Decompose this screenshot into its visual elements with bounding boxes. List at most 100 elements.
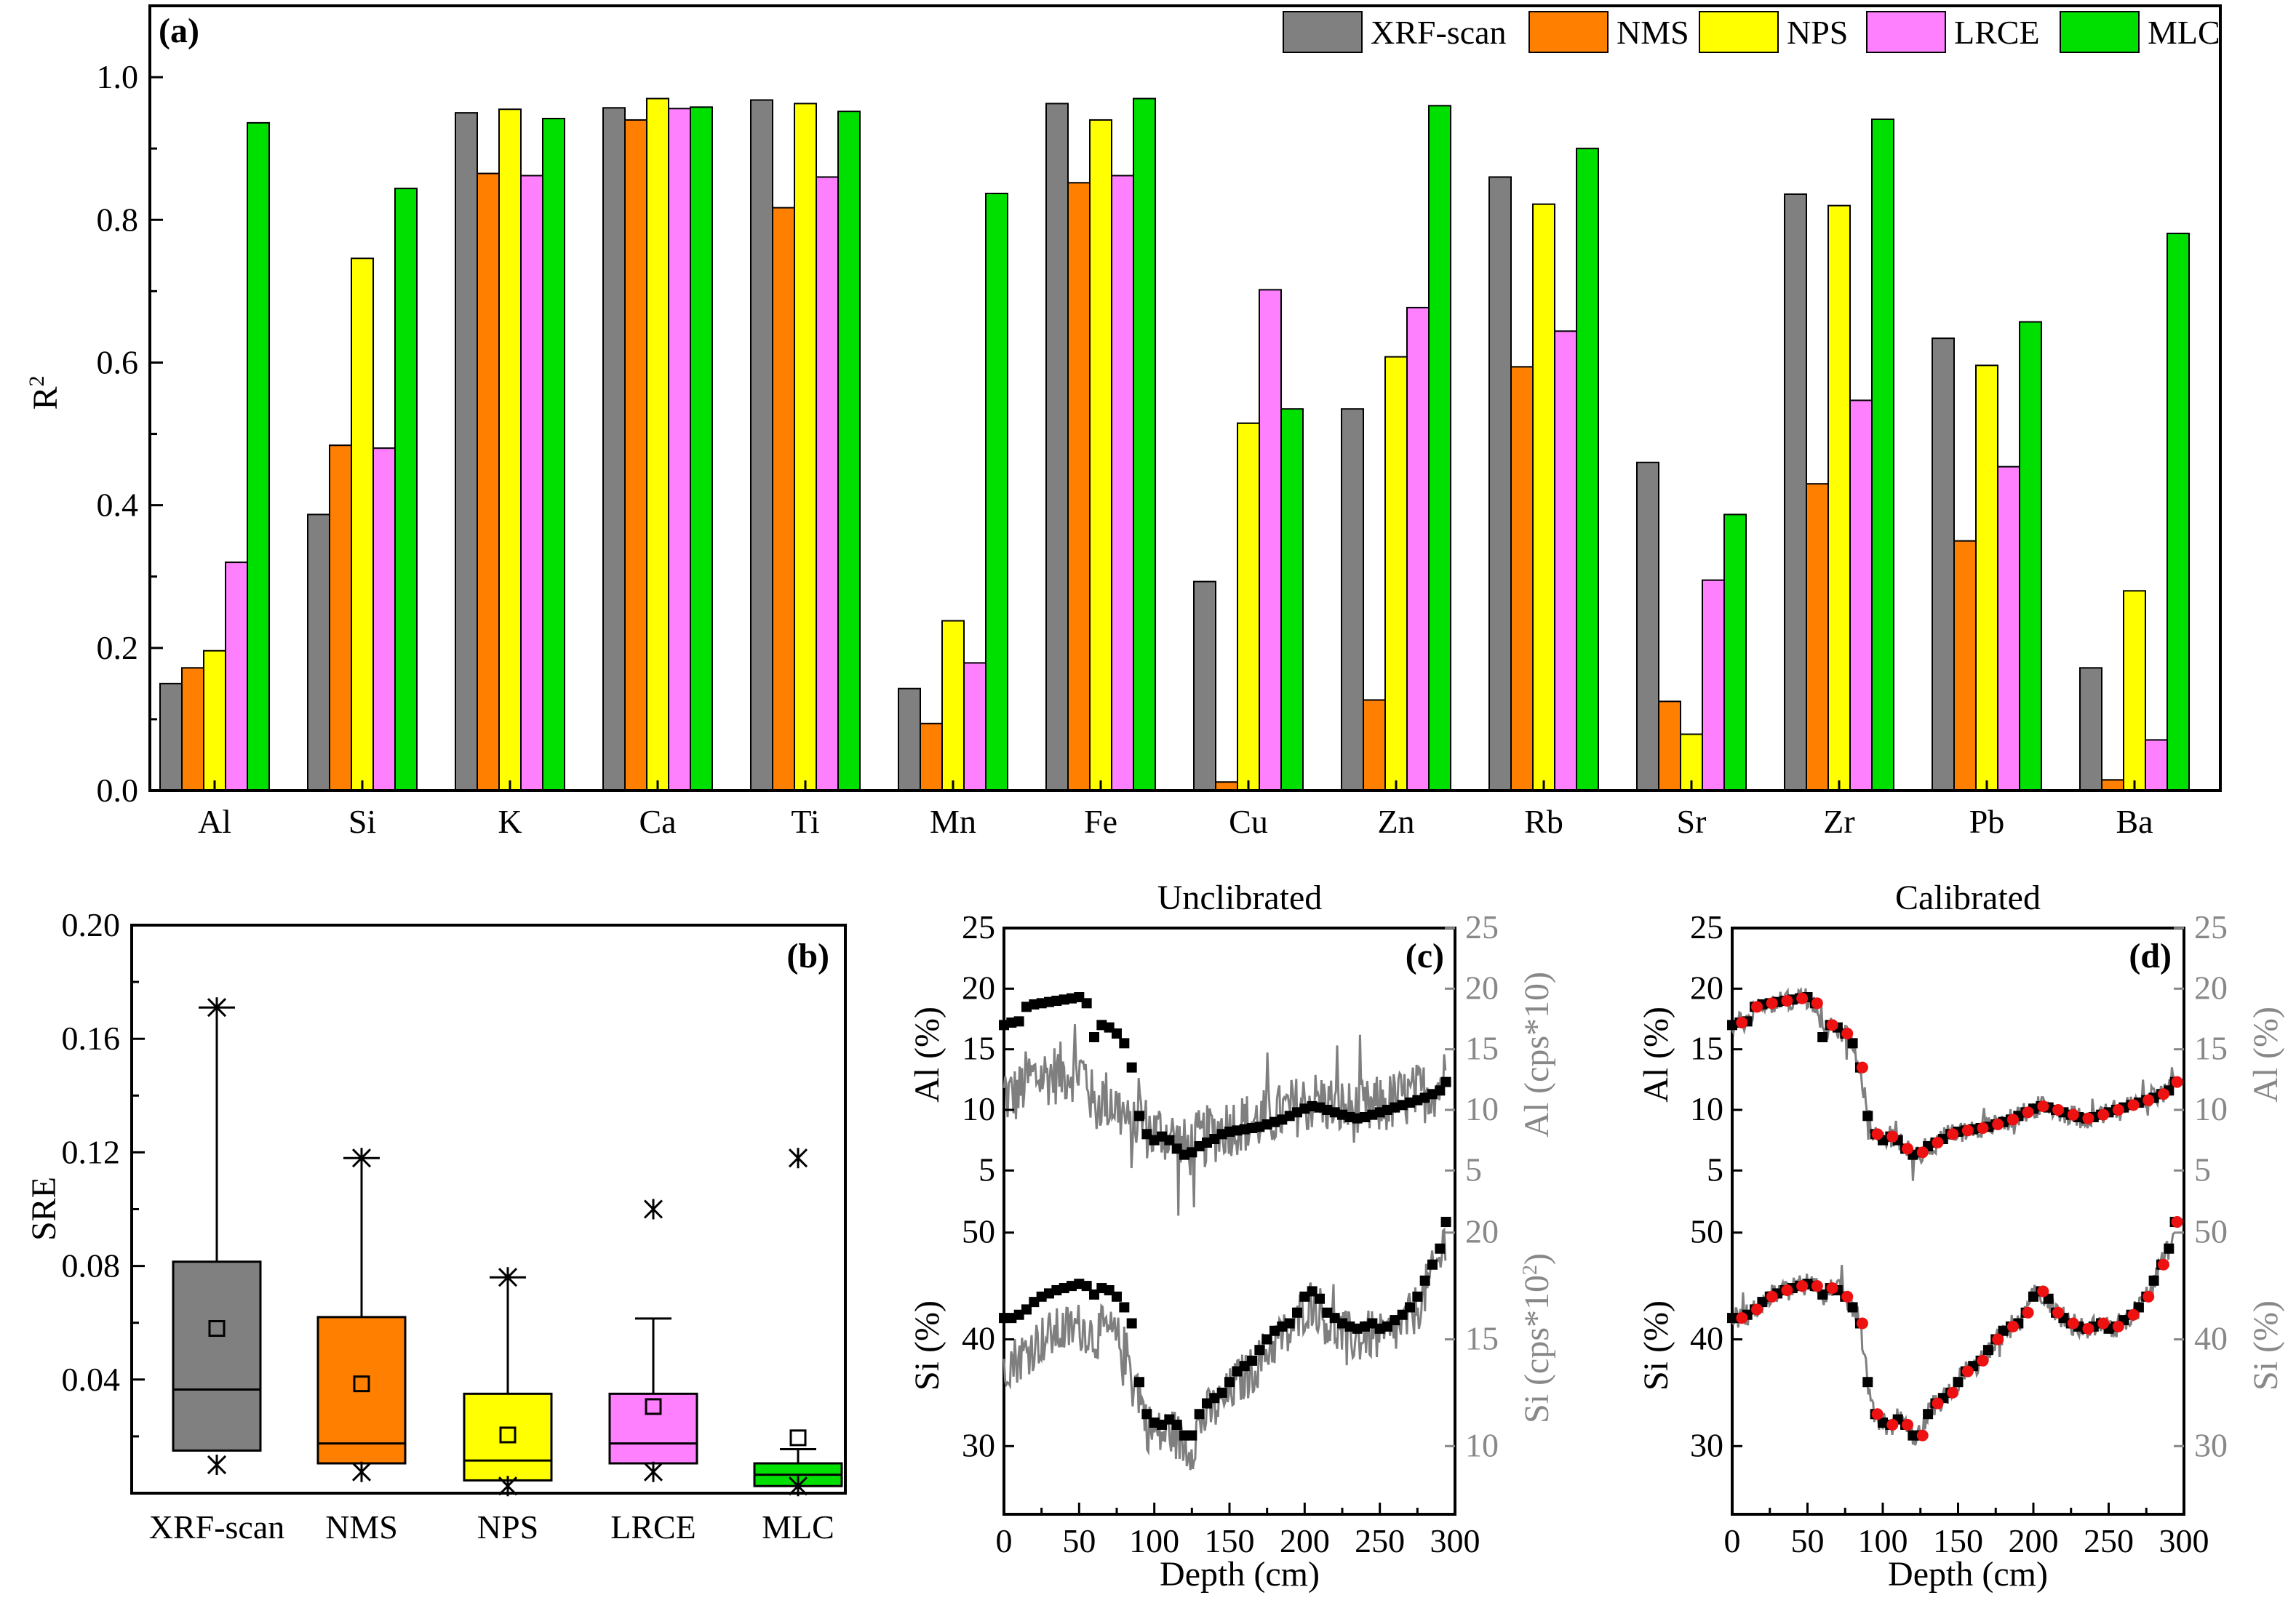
- mean-marker-nms: [353, 1375, 370, 1393]
- legend-label-nms: NMS: [1617, 14, 1689, 51]
- panel-c-si-square: [1419, 1275, 1430, 1286]
- bar-xrf-scan-pb: [1932, 337, 1955, 791]
- panel-d-al-red-point: [1841, 1028, 1854, 1039]
- panel-c-si-square: [1224, 1377, 1235, 1388]
- panel-c-al-right-tick-label: 5: [1465, 1151, 1482, 1188]
- panel-d-bottom-right-label: Si (%): [2247, 1300, 2285, 1391]
- panel-d-al-red-point: [1886, 1130, 1899, 1143]
- panel-a-ylabel: R2: [25, 375, 65, 409]
- panel-a-x-axis: Al Si K Ca Ti Mn Fe Cu Zn Rb Sr Zr Pb Ba: [198, 780, 2153, 840]
- legend-swatch-nps: [1699, 11, 1779, 53]
- panel-c-si-square: [1081, 1281, 1092, 1292]
- panel-d-al-left-tick-label: 10: [1690, 1090, 1723, 1127]
- panel-c-al-square: [1013, 1016, 1024, 1027]
- panel-c-al-left-tick-label: 15: [962, 1030, 995, 1067]
- panel-d-al-red-point: [1947, 1128, 1959, 1140]
- bar-nps-mn: [941, 620, 965, 791]
- panel-d-al-red-point: [1932, 1137, 1944, 1148]
- panel-c-si-square: [1440, 1217, 1451, 1228]
- panel-c-si-square: [1284, 1318, 1295, 1329]
- panel-a-xtick-label: Sr: [1677, 803, 1707, 840]
- mean-marker-nps: [499, 1426, 517, 1444]
- panel-d-si-red-point: [1902, 1418, 1914, 1431]
- panel-d-si-red-point: [1932, 1397, 1944, 1410]
- bar-nps-si: [351, 257, 374, 791]
- bar-mlc-cu: [1280, 408, 1304, 791]
- bar-nms-ca: [624, 119, 647, 792]
- panel-a-xtick-label: Ti: [791, 803, 819, 840]
- panel-d-al-right-tick-label: 10: [2194, 1090, 2228, 1127]
- bar-nms-al: [181, 667, 204, 791]
- panel-b-y-axis: 0.04 0.08 0.12 0.16 0.20: [62, 906, 145, 1438]
- bar-nps-ca: [646, 97, 669, 791]
- panel-b-ytick-label: 0.08: [62, 1247, 121, 1284]
- panel-c-xtick-label: 250: [1355, 1522, 1405, 1559]
- panel-d-si-red-point: [1811, 1280, 1823, 1292]
- panel-d-al-red-point: [1736, 1017, 1748, 1028]
- panel-b-boxes: [172, 997, 843, 1497]
- panel-c-al-right-tick-label: 20: [1465, 969, 1499, 1006]
- panel-d-al-red-point: [1826, 1019, 1838, 1031]
- panel-b-ytick-label: 0.16: [62, 1020, 121, 1057]
- panel-a-ylabel-base: R: [26, 386, 65, 409]
- panel-d-xtick-label: 300: [2159, 1522, 2209, 1559]
- panel-a-xtick-label: Mn: [930, 803, 976, 840]
- bar-mlc-sr: [1723, 513, 1747, 791]
- panel-d-al-square: [1817, 1032, 1828, 1042]
- bar-nms-pb: [1953, 540, 1977, 791]
- panel-d-al-red-point: [1796, 992, 1809, 1004]
- bar-nms-mn: [920, 722, 943, 792]
- bar-lrce-cu: [1259, 289, 1282, 792]
- panel-c-si-left-tick-label: 50: [962, 1213, 995, 1250]
- panel-d-al-square: [1847, 1038, 1858, 1049]
- panel-a-ylabel-sup: 2: [25, 375, 49, 386]
- bar-lrce-zr: [1849, 399, 1873, 791]
- panel-d-si-red-point: [2112, 1320, 2124, 1332]
- panel-d-al-red-point: [2082, 1112, 2094, 1124]
- bar-nms-zn: [1363, 699, 1386, 792]
- panel-b-xtick-label: NPS: [477, 1508, 538, 1546]
- panel-d-al-right-tick-label: 20: [2194, 969, 2228, 1006]
- panel-a-xtick-label: Pb: [1969, 803, 2005, 840]
- bar-nms-ti: [772, 207, 795, 791]
- panel-c-si-square: [1171, 1419, 1182, 1430]
- panel-d-si-red-point: [1781, 1284, 1793, 1296]
- panel-d-al-square: [1862, 1111, 1873, 1122]
- panel-a-ytick-label: 0.6: [97, 343, 139, 380]
- panel-c-si-square: [1315, 1293, 1325, 1304]
- panel-c-al-right-tick-label: 25: [1465, 908, 1499, 946]
- bar-xrf-scan-zr: [1784, 193, 1807, 791]
- panel-b-x-axis: XRF-scan NMS NPS LRCE MLC: [149, 1508, 834, 1546]
- panel-c-al-square: [1134, 1111, 1144, 1122]
- panel-d-xtick-label: 150: [1933, 1522, 1983, 1559]
- panel-d-si-square: [2148, 1275, 2159, 1286]
- panel-d-si-red-point: [2127, 1308, 2140, 1321]
- bar-xrf-scan-fe: [1045, 103, 1069, 792]
- bar-nps-rb: [1532, 203, 1555, 791]
- bar-nms-sr: [1658, 700, 1681, 791]
- panel-a-xtick-label: Ca: [639, 803, 676, 840]
- panel-d-si-square: [1923, 1409, 1934, 1420]
- panel-d-si-red-point: [1736, 1312, 1748, 1324]
- legend-swatch-lrce: [1866, 11, 1946, 53]
- bar-mlc-zn: [1428, 105, 1451, 791]
- panel-d-xtick-label: 250: [2084, 1522, 2134, 1559]
- panel-d-al-red-point: [2171, 1076, 2183, 1088]
- panel-c-al-square: [1164, 1135, 1175, 1146]
- panel-d-si-red-point: [1977, 1354, 1989, 1367]
- panel-a-xtick-label: Ba: [2116, 803, 2153, 840]
- panel-d-si-red-point: [2022, 1306, 2034, 1319]
- panel-a-xtick-label: Al: [198, 803, 231, 840]
- panel-c-al-square: [1435, 1085, 1446, 1096]
- panel-c-si-square: [1412, 1291, 1423, 1302]
- panel-a-frame: [148, 4, 2222, 792]
- panel-c-si-square: [1112, 1291, 1122, 1302]
- bar-xrf-scan-cu: [1193, 580, 1216, 791]
- panel-d-xtick-label: 200: [2009, 1522, 2059, 1559]
- bar-xrf-scan-si: [307, 513, 330, 791]
- panel-c-si-square: [1435, 1243, 1446, 1254]
- panel-a-xtick-label: Cu: [1229, 803, 1268, 840]
- panel-c-si-right-tick-label: 10: [1465, 1426, 1499, 1463]
- panel-d-xtick-label: 50: [1791, 1522, 1825, 1559]
